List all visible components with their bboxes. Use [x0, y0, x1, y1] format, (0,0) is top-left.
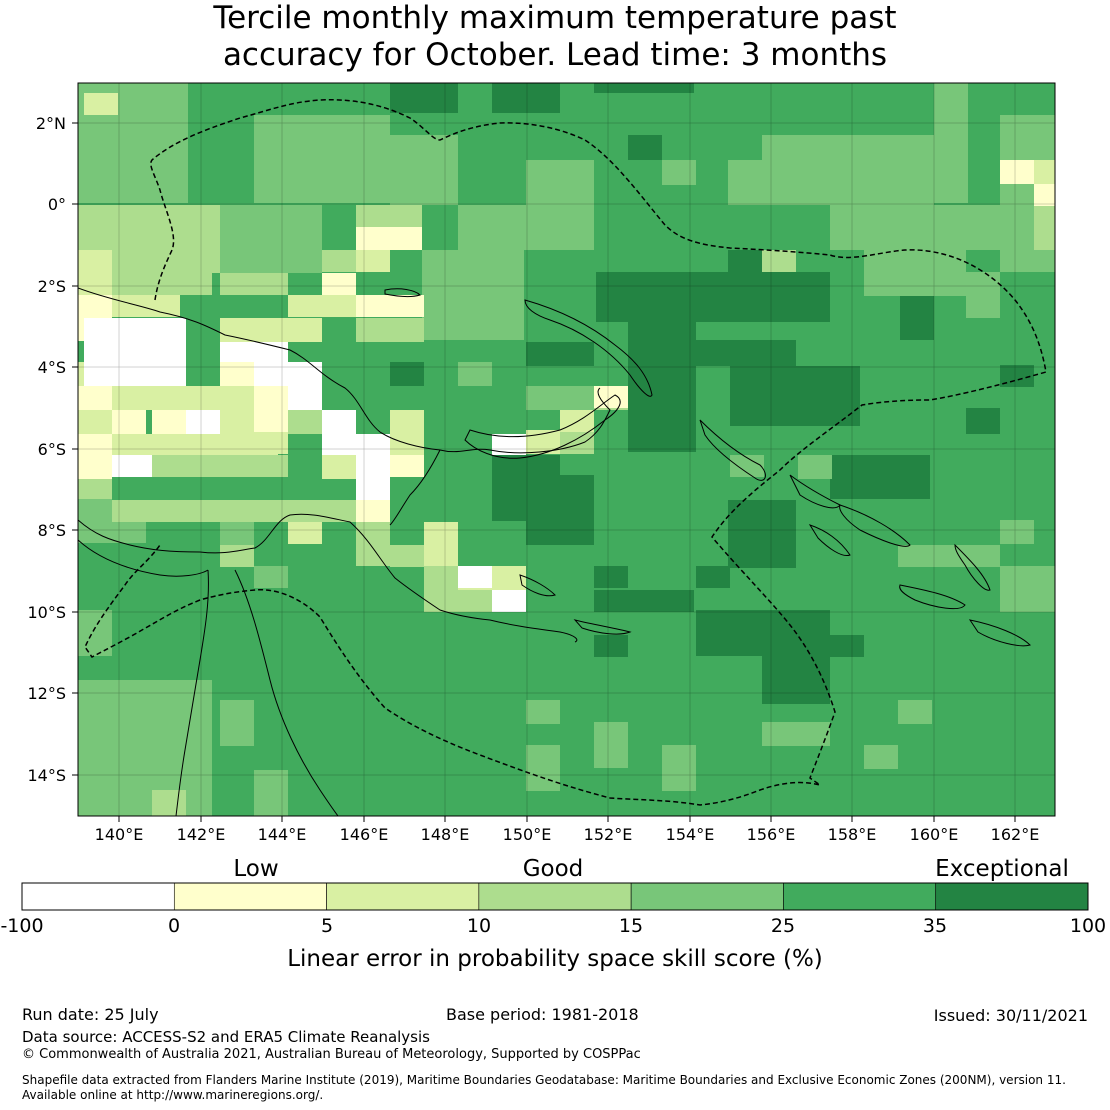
colorbar-label: Linear error in probability space skill …	[287, 946, 823, 972]
solomons-santa-isabel	[839, 504, 911, 547]
new-guinea-coast	[78, 287, 611, 454]
png-eez-boundary	[84, 98, 1047, 806]
lon-label: 142°E	[177, 825, 226, 844]
colorbar-segment	[478, 882, 632, 911]
lat-label: 12°S	[27, 684, 66, 703]
lat-label: 0°	[48, 195, 66, 214]
lon-label: 152°E	[584, 825, 633, 844]
longitude-labels: 140°E 142°E 144°E 146°E 148°E 150°E 152°…	[95, 825, 1040, 844]
skill-grid	[78, 83, 1055, 816]
maritime-boundaries	[84, 98, 1047, 806]
lon-label: 156°E	[747, 825, 796, 844]
colorbar-tick-label: 15	[619, 915, 643, 937]
lon-label: 154°E	[666, 825, 715, 844]
title-line-2: accuracy for October. Lead time: 3 month…	[222, 37, 888, 73]
new-ireland	[524, 299, 653, 397]
solomons-new-georgia	[808, 524, 851, 557]
lat-label: 4°S	[38, 358, 66, 377]
latitude-labels: 2°N 0° 2°S 4°S 6°S 8°S 10°S 12°S 14°S	[27, 114, 66, 785]
lon-label: 150°E	[503, 825, 552, 844]
legend-category-low: Low	[233, 856, 278, 882]
colorbar	[21, 882, 1089, 911]
exceptional-cells	[390, 83, 1034, 704]
negative-cells	[84, 318, 526, 612]
colorbar-segment	[783, 882, 937, 911]
coastlines	[78, 287, 1031, 816]
dentrecasteaux-islands	[519, 574, 556, 597]
copyright-notice: © Commonwealth of Australia 2021, Austra…	[22, 1047, 641, 1062]
shapefile-credit-line-1: Shapefile data extracted from Flanders M…	[22, 1073, 1066, 1087]
axis-ticks	[72, 122, 1016, 822]
new-britain	[464, 394, 621, 459]
lat-label: 2°N	[36, 114, 66, 133]
lon-label: 158°E	[828, 825, 877, 844]
run-date: Run date: 25 July	[22, 1005, 159, 1024]
data-source: Data source: ACCESS-S2 and ERA5 Climate …	[22, 1028, 430, 1046]
gulf-coast	[78, 539, 209, 577]
colorbar-tick-label: 25	[771, 915, 795, 937]
papuan-peninsula	[389, 449, 441, 526]
colorbar-tick-label: 35	[923, 915, 947, 937]
graticule	[78, 83, 1055, 816]
colorbar-segment	[173, 882, 327, 911]
issued-date: Issued: 30/11/2021	[933, 1006, 1088, 1025]
lon-label: 160°E	[910, 825, 959, 844]
lat-label: 14°S	[27, 766, 66, 785]
legend-category-exceptional: Exceptional	[935, 856, 1069, 882]
colorbar-segment	[21, 882, 175, 911]
solomons-makira	[968, 619, 1031, 647]
colorbar-tick-label: -100	[0, 915, 43, 937]
new-guinea-south-coast	[78, 513, 578, 643]
shapefile-credit-line-2: Available online at http://www.marinereg…	[22, 1088, 324, 1102]
colorbar-tick-label: 10	[467, 915, 491, 937]
lon-label: 144°E	[258, 825, 307, 844]
lon-label: 162°E	[991, 825, 1040, 844]
legend-categories: Low Good Exceptional	[233, 856, 1068, 882]
manus-island	[384, 288, 421, 298]
cape-york-coast	[175, 569, 209, 816]
lat-label: 6°S	[38, 440, 66, 459]
colorbar-frame	[21, 882, 1089, 911]
lat-label: 8°S	[38, 521, 66, 540]
colorbar-tick-label: 100	[1070, 915, 1106, 937]
solomons-guadalcanal	[899, 584, 966, 610]
base-period: Base period: 1981-2018	[446, 1005, 639, 1024]
colorbar-segment	[630, 882, 784, 911]
colorbar-tick-label: 0	[168, 915, 180, 937]
colorbar-tick-label: 5	[321, 915, 333, 937]
bougainville	[699, 419, 766, 481]
cape-york-east-coast	[234, 569, 339, 816]
lon-label: 148°E	[421, 825, 470, 844]
colorbar-tick-labels: -100 0 5 10 15 25 35 100	[0, 915, 1106, 937]
colorbar-segment	[326, 882, 480, 911]
marginal-cells	[78, 160, 1055, 522]
title-line-1: Tercile monthly maximum temperature past	[213, 0, 897, 36]
louisiade-archipelago	[573, 619, 632, 635]
lat-label: 2°S	[38, 277, 66, 296]
colorbar-segment	[935, 882, 1089, 911]
lon-label: 146°E	[340, 825, 389, 844]
solomons-malaita	[954, 543, 991, 591]
lat-label: 10°S	[27, 603, 66, 622]
good-cells	[78, 83, 1055, 816]
lon-label: 140°E	[95, 825, 144, 844]
legend-category-good: Good	[523, 856, 584, 882]
